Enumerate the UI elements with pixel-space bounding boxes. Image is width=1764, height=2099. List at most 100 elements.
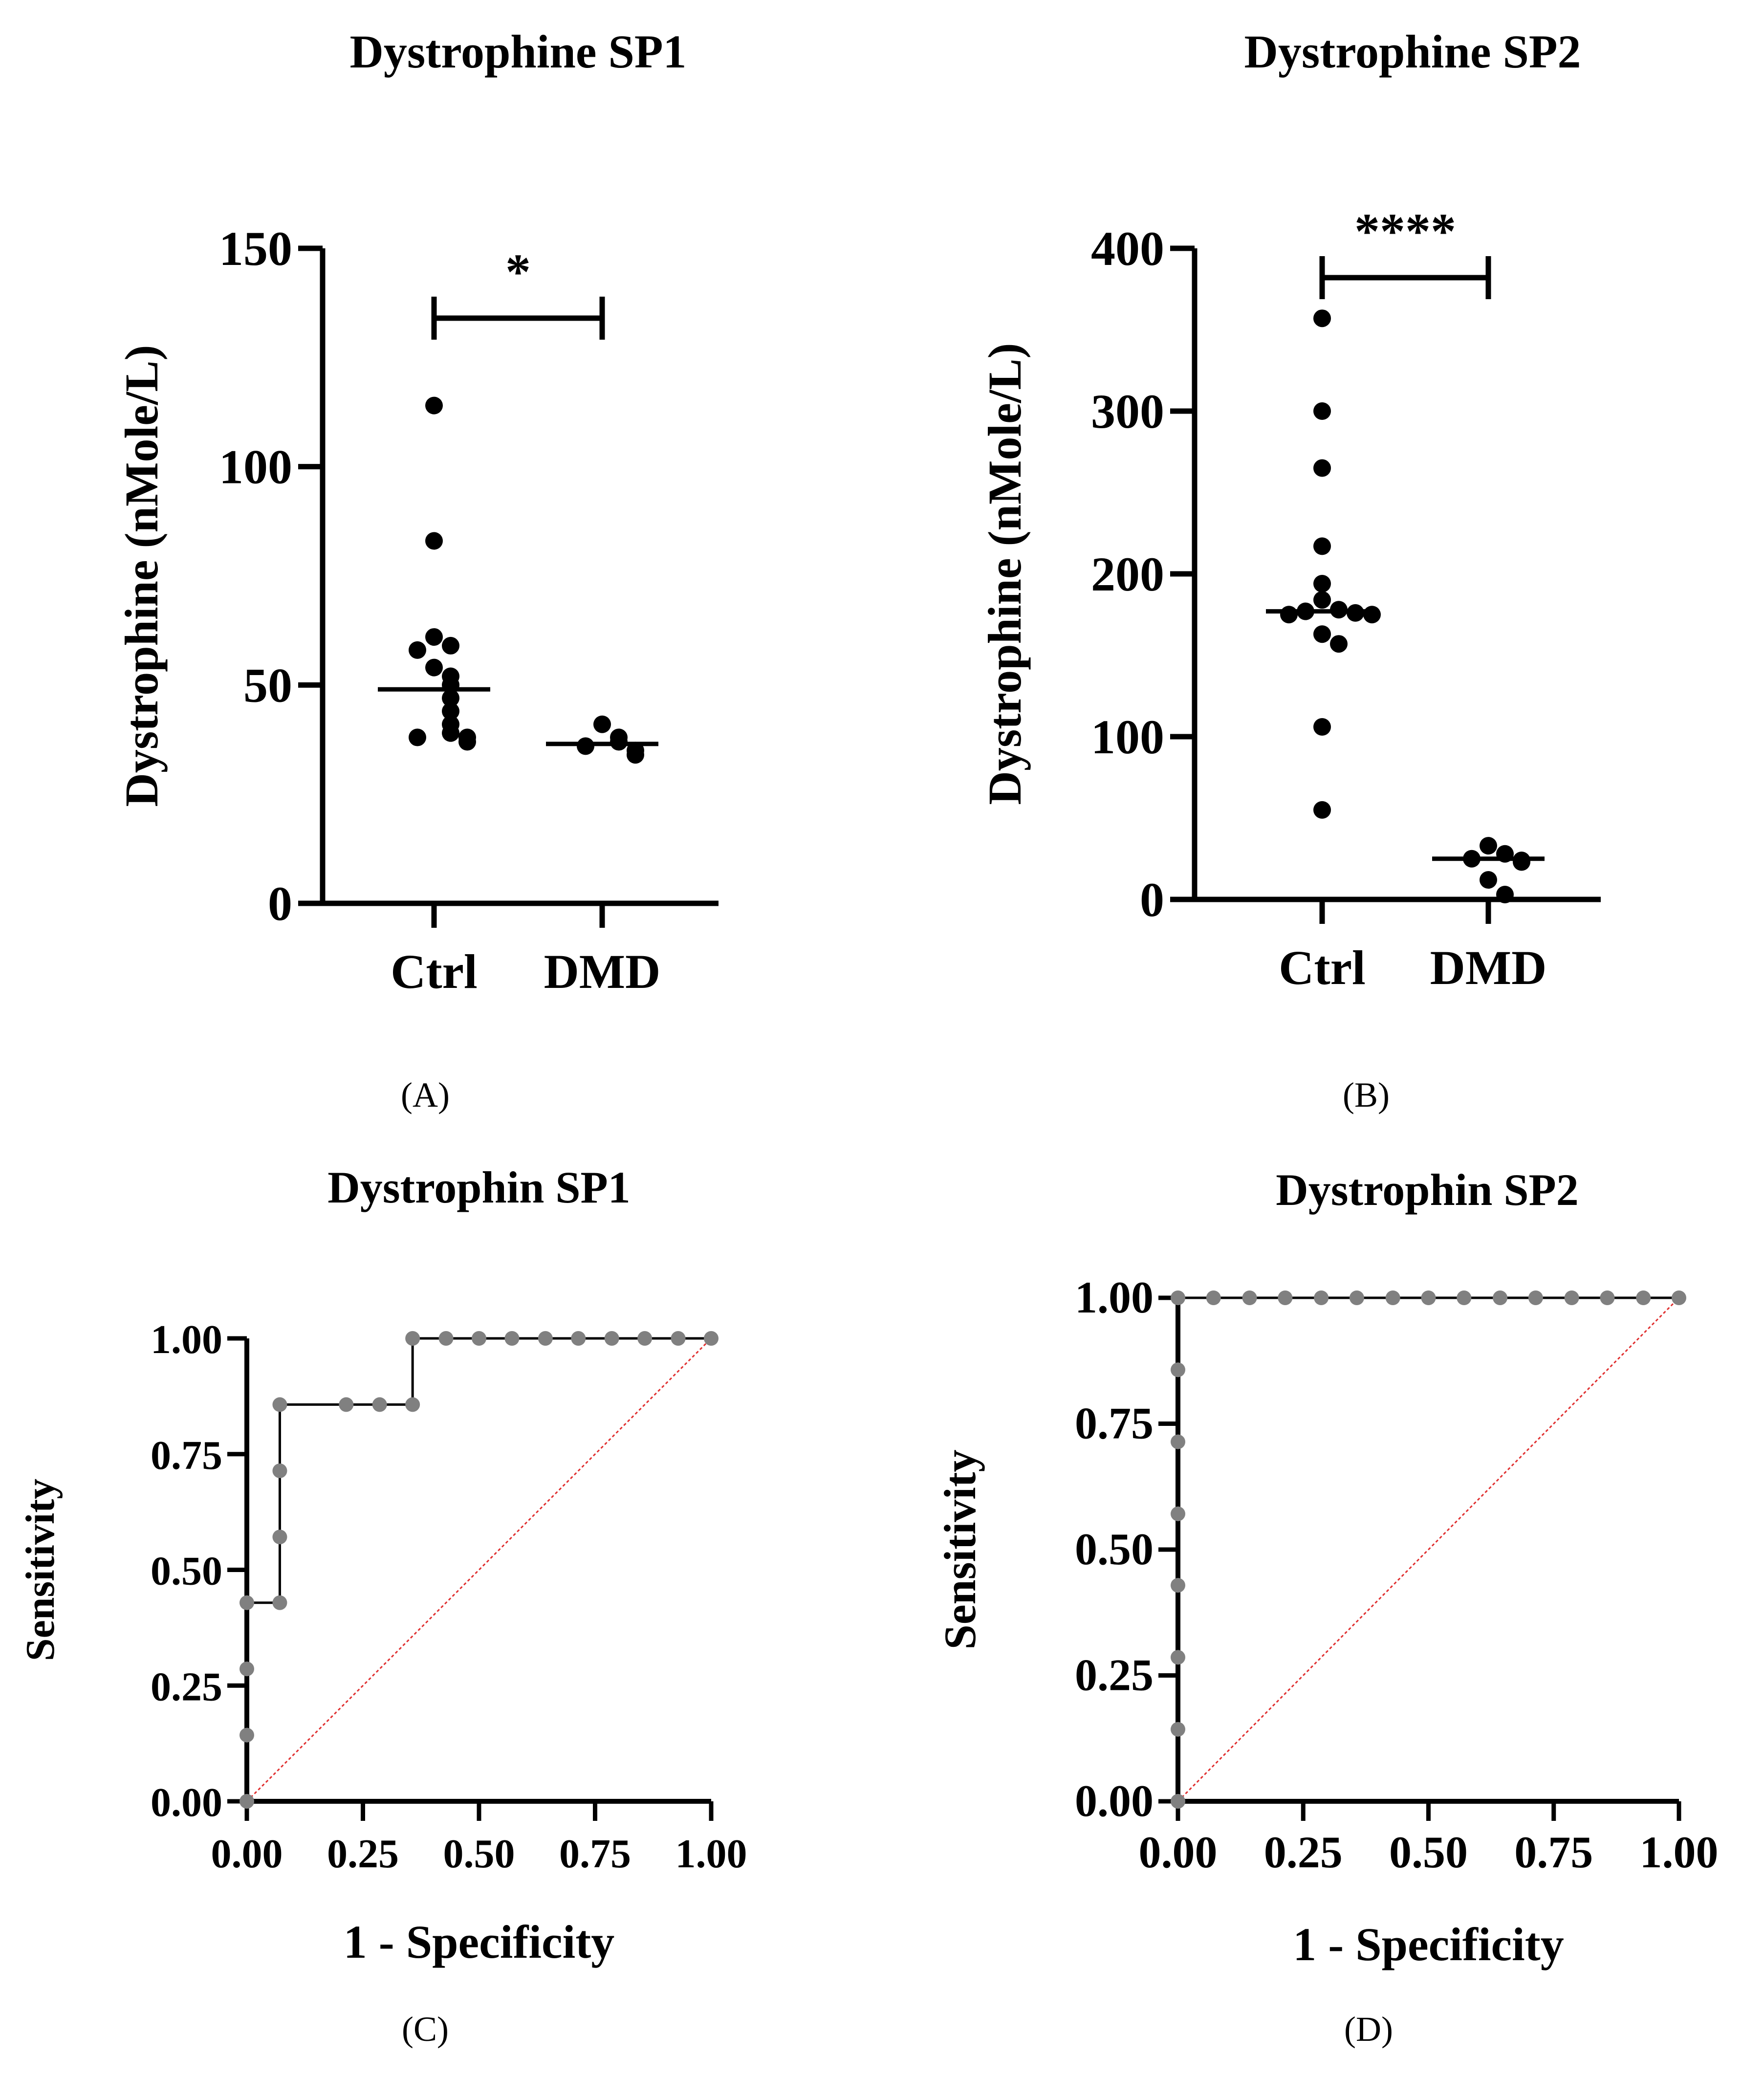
data-point-ctrl bbox=[1330, 635, 1348, 653]
data-point-ctrl bbox=[1363, 606, 1381, 624]
roc-point bbox=[637, 1331, 653, 1346]
panel-c: Dystrophin SP1 Sensitivity 1 - Specificity… bbox=[18, 1162, 747, 1968]
roc-point bbox=[1206, 1290, 1221, 1305]
panel-b: Dystrophine SP2 Dystrophine (nMole/L) 0 100… bbox=[979, 25, 1601, 995]
roc-point bbox=[1171, 1794, 1185, 1809]
chart-title: Dystrophine SP2 bbox=[1244, 25, 1581, 78]
x-tick-label: 1.00 bbox=[675, 1831, 747, 1877]
panel-a: Dystrophine SP1 Dystrophine (nMole/L) 0 50 1… bbox=[115, 25, 719, 999]
panel-label-b: (B) bbox=[1343, 1075, 1390, 1115]
panel-label-c: (C) bbox=[402, 2010, 449, 2049]
y-tick-label: 400 bbox=[1091, 221, 1164, 276]
roc-point bbox=[1672, 1290, 1686, 1305]
significance-label: **** bbox=[1354, 203, 1456, 260]
roc-point bbox=[1171, 1506, 1185, 1521]
roc-point bbox=[240, 1794, 254, 1809]
roc-curve bbox=[1176, 1296, 1679, 1801]
data-point-dmd bbox=[1496, 886, 1514, 904]
x-tick-label: 0.75 bbox=[1514, 1827, 1593, 1877]
y-axis-label: Dystrophine (nMole/L) bbox=[979, 343, 1031, 805]
y-tick-label: 0.75 bbox=[151, 1433, 222, 1478]
roc-point bbox=[405, 1331, 420, 1346]
roc-point bbox=[438, 1331, 454, 1346]
panel-label-a: (A) bbox=[401, 1075, 450, 1115]
significance-label: * bbox=[505, 244, 531, 300]
reference-line bbox=[1177, 1297, 1680, 1802]
y-tick-label: 50 bbox=[243, 658, 292, 712]
chart-title: Dystrophine SP1 bbox=[349, 25, 686, 78]
y-tick-label: 0.00 bbox=[1075, 1776, 1154, 1826]
roc-point bbox=[604, 1331, 619, 1346]
y-tick-label: 0.00 bbox=[151, 1780, 222, 1825]
y-tick-label: 0 bbox=[268, 876, 292, 931]
x-tick-label: 0.00 bbox=[1139, 1827, 1218, 1877]
roc-point bbox=[571, 1331, 586, 1346]
roc-point bbox=[1171, 1722, 1185, 1737]
data-point-ctrl bbox=[458, 733, 476, 751]
data-point-ctrl bbox=[442, 636, 459, 655]
data-point-ctrl bbox=[409, 641, 426, 659]
data-point-ctrl bbox=[1313, 459, 1331, 477]
roc-point bbox=[1421, 1290, 1436, 1305]
roc-point bbox=[704, 1331, 719, 1346]
chart-title: Dystrophin SP1 bbox=[327, 1162, 630, 1212]
roc-point bbox=[1457, 1290, 1472, 1305]
y-tick-label: 1.00 bbox=[151, 1317, 222, 1362]
roc-point bbox=[1242, 1290, 1257, 1305]
x-tick-label: DMD bbox=[544, 944, 661, 999]
data-point-ctrl bbox=[1313, 718, 1331, 736]
data-point-dmd bbox=[627, 746, 644, 764]
y-tick-label: 0.25 bbox=[1075, 1650, 1154, 1700]
y-tick-label: 0.50 bbox=[151, 1549, 222, 1594]
y-tick-label: 0.50 bbox=[1075, 1524, 1154, 1574]
data-point-dmd bbox=[593, 715, 611, 733]
y-tick-label: 100 bbox=[219, 440, 292, 494]
roc-point bbox=[1171, 1290, 1185, 1305]
y-tick-label: 200 bbox=[1091, 547, 1164, 601]
x-tick-label: DMD bbox=[1430, 940, 1547, 995]
x-tick-label: 1.00 bbox=[1640, 1827, 1719, 1877]
roc-point bbox=[272, 1397, 287, 1412]
data-point-dmd bbox=[1480, 837, 1497, 855]
data-point-ctrl bbox=[1313, 402, 1331, 420]
roc-point bbox=[272, 1530, 287, 1545]
y-tick-label: 1.00 bbox=[1075, 1272, 1154, 1322]
roc-point bbox=[1493, 1290, 1508, 1305]
roc-point bbox=[1636, 1290, 1651, 1305]
x-tick-label: 0.50 bbox=[1389, 1827, 1468, 1877]
data-point-dmd bbox=[1480, 871, 1497, 889]
x-tick-label: Ctrl bbox=[391, 944, 478, 999]
y-axis-label: Sensitivity bbox=[18, 1479, 63, 1661]
data-point-ctrl bbox=[1313, 625, 1331, 643]
roc-point bbox=[671, 1331, 686, 1346]
roc-point bbox=[339, 1397, 354, 1412]
roc-point bbox=[538, 1331, 553, 1346]
roc-point bbox=[240, 1595, 254, 1610]
roc-point bbox=[1385, 1290, 1400, 1305]
panel-d: Dystrophin SP2 Sensitivity 1 - Specificity… bbox=[935, 1165, 1719, 1970]
x-tick-label: 0.50 bbox=[443, 1831, 515, 1877]
roc-point bbox=[1278, 1290, 1293, 1305]
roc-point bbox=[272, 1463, 287, 1478]
data-point-ctrl bbox=[425, 532, 443, 550]
roc-point bbox=[1528, 1290, 1543, 1305]
data-point-ctrl bbox=[442, 724, 459, 742]
roc-point bbox=[1171, 1650, 1185, 1665]
panel-label-d: (D) bbox=[1344, 2010, 1393, 2049]
data-point-ctrl bbox=[425, 396, 443, 415]
roc-point bbox=[1314, 1290, 1329, 1305]
data-point-ctrl bbox=[1313, 309, 1331, 328]
y-tick-label: 150 bbox=[219, 221, 292, 276]
roc-point bbox=[272, 1595, 287, 1610]
data-point-ctrl bbox=[442, 689, 459, 707]
data-point-ctrl bbox=[1313, 591, 1331, 609]
roc-point bbox=[240, 1727, 254, 1743]
data-point-ctrl bbox=[442, 702, 459, 720]
roc-point bbox=[472, 1331, 486, 1346]
data-point-ctrl bbox=[425, 658, 443, 677]
y-tick-label: 0.25 bbox=[151, 1664, 222, 1709]
data-point-ctrl bbox=[1280, 606, 1298, 624]
roc-point bbox=[1171, 1578, 1185, 1593]
y-tick-label: 100 bbox=[1091, 710, 1164, 764]
